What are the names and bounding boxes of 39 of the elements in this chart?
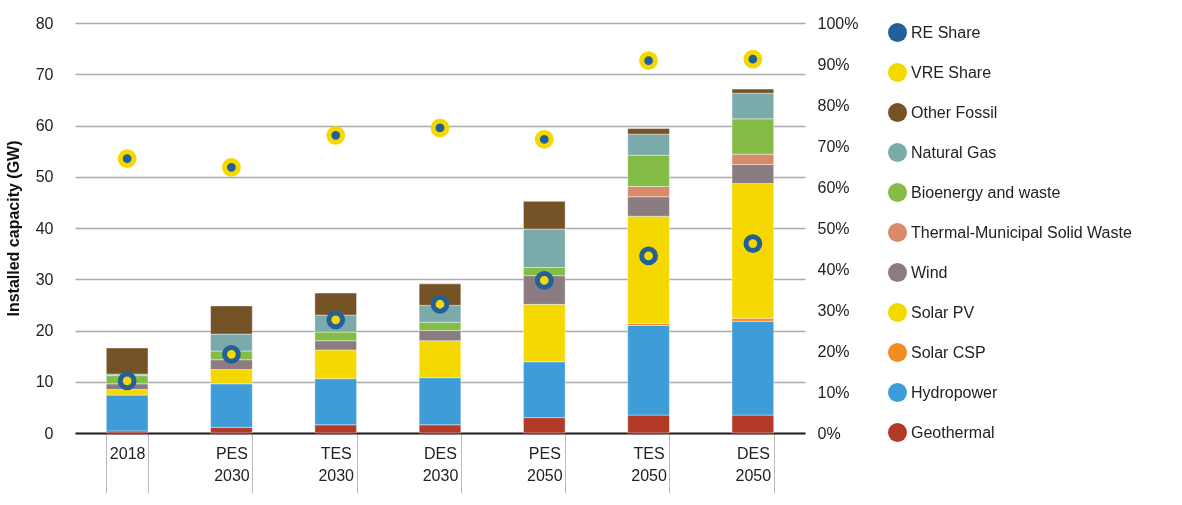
y-tick-label: 50: [35, 168, 54, 186]
y-tick-label: 60: [35, 117, 54, 134]
y2-tick-label: 40%: [817, 260, 850, 278]
y2-tick-label: 100%: [817, 14, 859, 32]
y-axis-title: Installed capacity (GW): [4, 140, 22, 317]
legend-label: Geothermal: [911, 423, 995, 441]
y2-tick-label: 20%: [817, 342, 850, 360]
x-tick-label: DES 2030: [422, 444, 459, 484]
legend-label: Wind: [911, 263, 948, 281]
y-tick-label: 10: [35, 373, 54, 391]
y2-tick-label: 90%: [817, 55, 850, 73]
y2-tick-label: 0%: [817, 424, 841, 442]
legend-label: Hydropower: [911, 383, 998, 401]
x-tick-label: TES 2050: [631, 444, 667, 484]
y2-tick-label: 80%: [817, 96, 850, 114]
y-tick-label: 40: [35, 219, 54, 237]
y-tick-label: 30: [35, 270, 54, 288]
x-tick-label: PES 2050: [526, 444, 563, 484]
y2-tick-label: 50%: [817, 219, 850, 237]
y-tick-label: 70: [35, 65, 54, 83]
legend-label: Thermal-Municipal Solid Waste: [911, 223, 1132, 241]
y2-tick-label: 10%: [817, 383, 850, 401]
x-tick-label: TES 2030: [318, 444, 355, 484]
legend-label: Other Fossil: [911, 103, 998, 121]
y-tick-label: 80: [35, 14, 54, 32]
y2-tick-label: 30%: [817, 301, 850, 319]
y2-tick-label: 70%: [817, 137, 850, 155]
x-tick-label: PES 2030: [214, 444, 250, 484]
legend-label: Bioenergy and waste: [911, 183, 1061, 201]
y2-tick-label: 60%: [817, 178, 850, 196]
legend-label: VRE Share: [911, 63, 992, 81]
legend-label: Solar CSP: [911, 343, 986, 361]
x-tick-label: DES 2050: [735, 444, 772, 484]
x-tick-label: 2018: [109, 444, 146, 462]
y-tick-label: 20: [35, 322, 54, 339]
legend-label: RE Share: [911, 23, 981, 41]
y-tick-label: 0: [44, 424, 54, 442]
legend-label: Natural Gas: [911, 143, 997, 161]
legend-label: Solar PV: [911, 303, 975, 321]
